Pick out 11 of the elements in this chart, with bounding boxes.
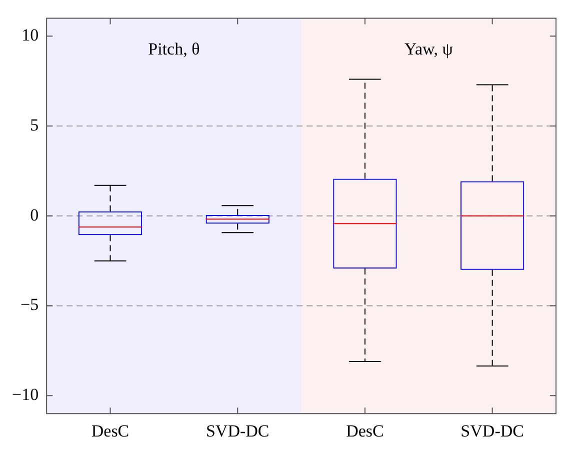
y-tick-label: 5 [30,116,39,135]
y-tick-label: −5 [20,295,39,314]
x-tick-label: DesC [346,421,384,440]
x-tick-label: DesC [91,421,130,440]
x-tick-label: SVD-DC [460,421,524,440]
y-tick-label: 10 [22,26,39,45]
x-tick-label: SVD-DC [206,421,270,440]
annotation: Yaw, ψ [404,40,454,59]
y-tick-label: 0 [30,205,39,224]
y-tick-label: −10 [12,385,39,404]
annotation: Pitch, θ [148,40,200,59]
